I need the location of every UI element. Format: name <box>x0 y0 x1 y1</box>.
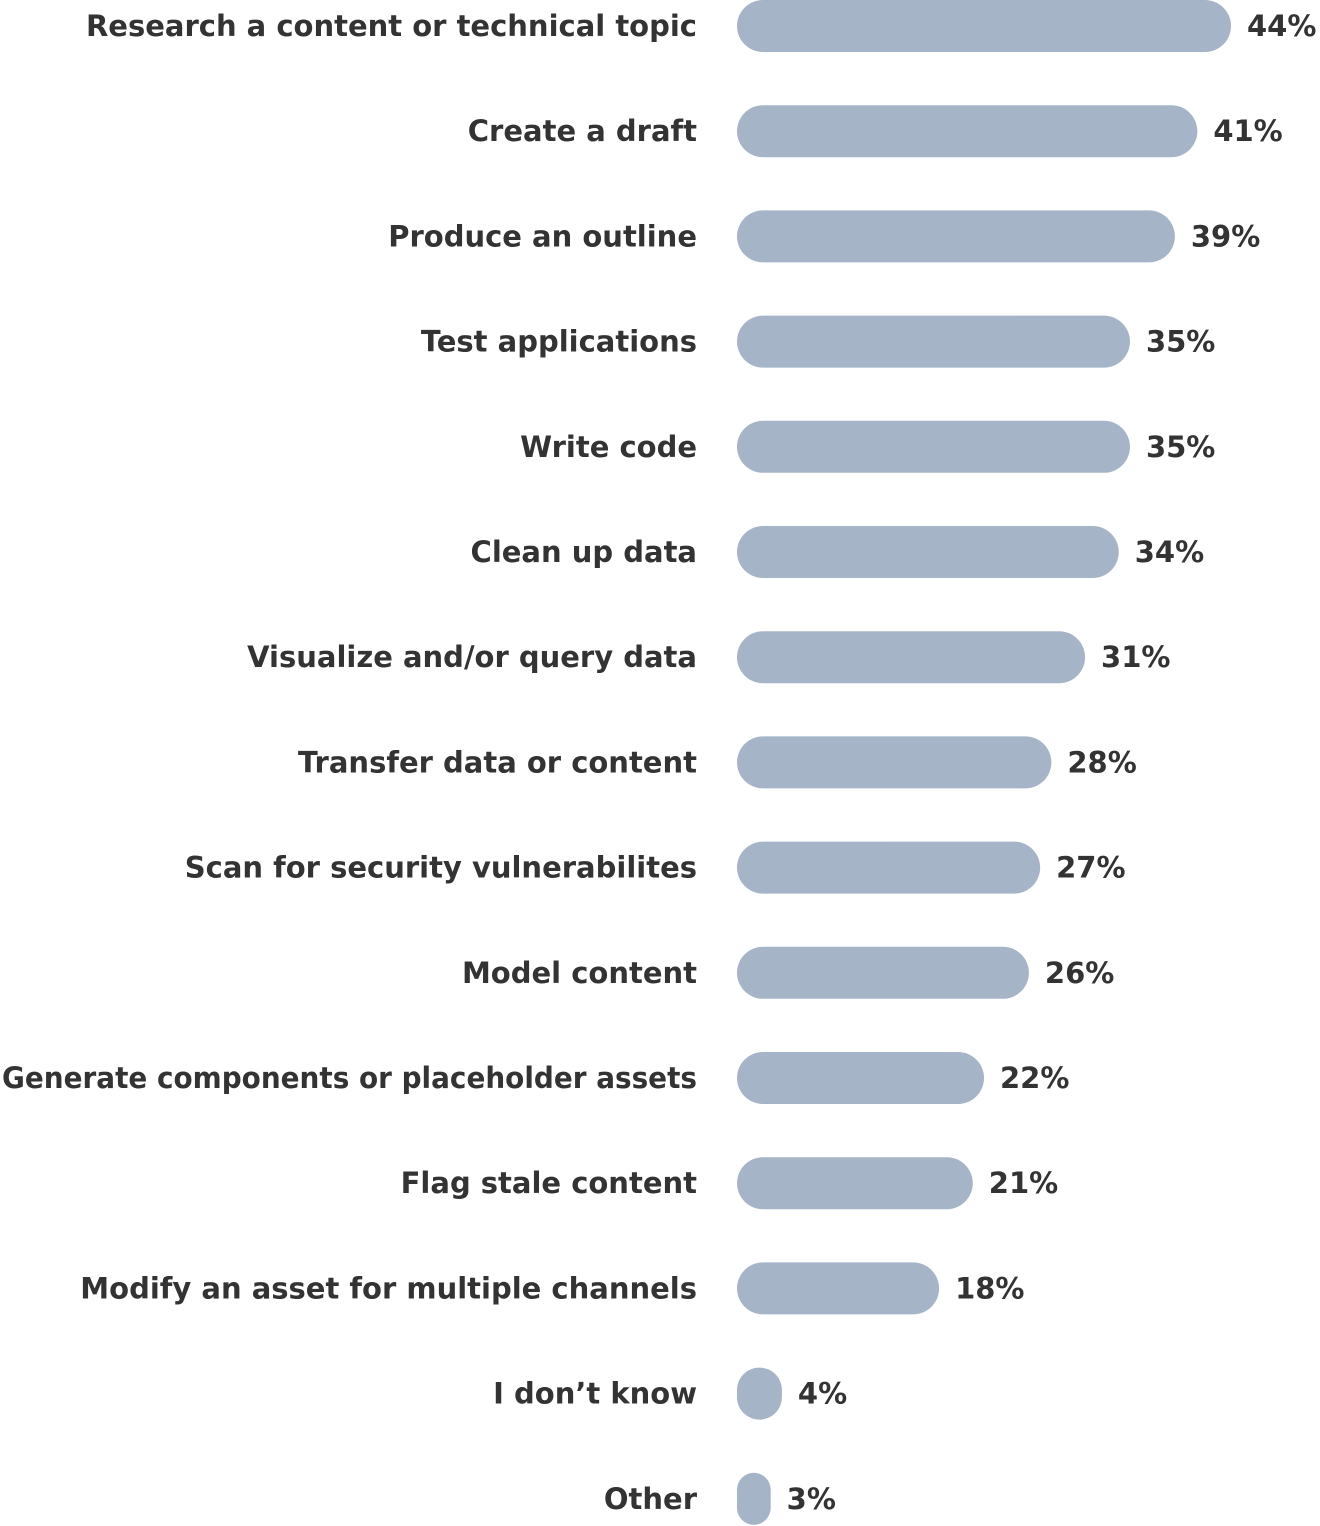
bar <box>737 420 1130 473</box>
bar <box>737 1052 984 1104</box>
value-label: 3% <box>787 1482 836 1516</box>
category-label: Test applications <box>421 325 697 359</box>
value-label: 18% <box>955 1271 1024 1305</box>
value-label: 22% <box>1000 1061 1069 1095</box>
value-label: 26% <box>1045 956 1114 990</box>
bar <box>737 315 1130 368</box>
category-label: Scan for security vulnerabilites <box>185 851 697 885</box>
category-label: Transfer data or content <box>298 745 697 779</box>
category-label: Other <box>604 1482 698 1516</box>
category-label: I don’t know <box>493 1377 697 1411</box>
bar <box>737 1472 771 1525</box>
bar <box>737 946 1029 999</box>
bar <box>737 210 1175 263</box>
bar <box>737 1157 973 1210</box>
value-label: 39% <box>1191 219 1260 253</box>
category-label: Modify an asset for multiple channels <box>80 1271 697 1305</box>
category-label: Model content <box>462 956 697 990</box>
value-label: 35% <box>1146 430 1215 464</box>
value-label: 34% <box>1135 535 1204 569</box>
bar <box>737 0 1231 52</box>
category-label: Visualize and/or query data <box>247 640 697 674</box>
value-label: 31% <box>1101 640 1170 674</box>
value-label: 4% <box>798 1377 847 1411</box>
category-label: Research a content or technical topic <box>86 9 697 43</box>
category-labels-group: Research a content or technical topic Cre… <box>2 9 698 1516</box>
bar <box>737 841 1041 894</box>
category-label: Flag stale content <box>401 1166 698 1200</box>
bar <box>737 105 1198 158</box>
bar <box>737 631 1086 684</box>
value-label: 21% <box>989 1166 1058 1200</box>
category-label: Write code <box>520 430 697 464</box>
bar <box>737 1367 782 1420</box>
value-label: 41% <box>1213 114 1282 148</box>
category-label: Generate components or placeholder asset… <box>2 1061 697 1095</box>
value-labels-group: 44% 41% 39% 35% 35% 34% 31% 28% 27% 26% 22% 21% 18% 4… <box>787 9 1317 1516</box>
value-label: 28% <box>1067 745 1136 779</box>
bar <box>737 1262 940 1315</box>
bars-group <box>737 0 1231 1525</box>
bar <box>737 736 1052 789</box>
category-label: Create a draft <box>468 114 697 148</box>
bar <box>737 526 1119 578</box>
category-label: Produce an outline <box>388 219 697 253</box>
value-label: 44% <box>1247 9 1316 43</box>
category-label: Clean up data <box>471 535 697 569</box>
value-label: 27% <box>1056 851 1125 885</box>
value-label: 35% <box>1146 325 1215 359</box>
